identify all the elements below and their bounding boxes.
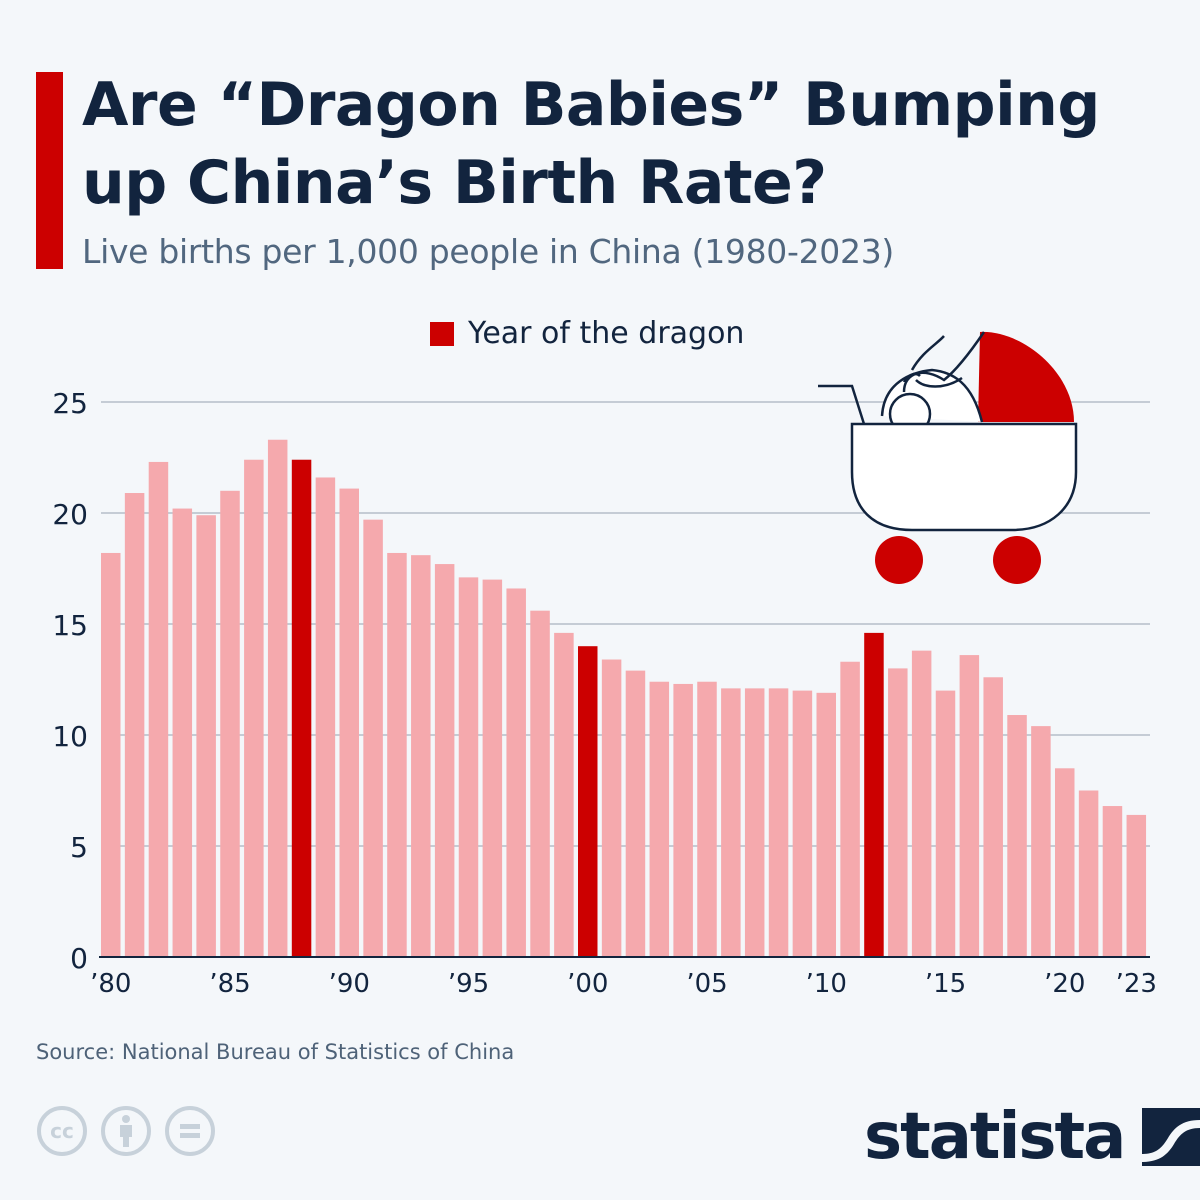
- legend: Year of the dragon: [430, 316, 744, 351]
- stroller-hood: [978, 331, 1074, 422]
- bar-dragon-year-1988: [291, 459, 312, 957]
- bar-2021: [1078, 790, 1099, 957]
- bar-2003: [649, 681, 670, 957]
- bar-2005: [697, 681, 717, 957]
- x-tick-label: ’95: [448, 969, 489, 999]
- x-tick-label: ’15: [925, 969, 966, 999]
- x-tick-label: ’90: [329, 969, 370, 999]
- bar-2009: [792, 690, 813, 957]
- y-tick-label: 10: [52, 720, 88, 753]
- attribution-icon[interactable]: [100, 1105, 152, 1157]
- y-tick-label: 5: [70, 831, 88, 864]
- bar-1993: [411, 555, 431, 957]
- bar-2006: [721, 688, 741, 957]
- svg-text:cc: cc: [50, 1119, 74, 1143]
- bar-1998: [530, 610, 550, 957]
- dragon-head: [902, 331, 986, 393]
- bar-1987: [267, 439, 288, 957]
- y-tick-label: 20: [52, 498, 88, 531]
- y-tick-label: 25: [52, 387, 88, 420]
- bar-2014: [911, 650, 932, 957]
- bar-2016: [959, 655, 980, 957]
- bar-2015: [935, 690, 956, 957]
- bar-2011: [840, 661, 860, 957]
- bar-1980: [101, 552, 121, 957]
- bar-dragon-year-2012: [864, 632, 884, 957]
- bar-2022: [1102, 806, 1123, 957]
- x-tick-label: ’00: [567, 969, 608, 999]
- bar-2002: [625, 670, 646, 957]
- stroller-handle: [818, 384, 866, 425]
- bar-2008: [768, 688, 789, 957]
- no-derivatives-icon[interactable]: [164, 1105, 216, 1157]
- bar-2007: [744, 688, 765, 957]
- license-icons: cc: [36, 1105, 216, 1157]
- bar-2018: [1007, 715, 1027, 957]
- bar-1995: [458, 577, 479, 957]
- legend-swatch-dragon-year: [430, 321, 454, 346]
- x-tick-label: ’80: [90, 969, 131, 999]
- x-tick-label: ’20: [1044, 969, 1085, 999]
- bar-2023: [1126, 814, 1147, 957]
- stroller-wheel-right: [993, 536, 1041, 584]
- title-accent-bar: [36, 72, 63, 269]
- chart-subtitle: Live births per 1,000 people in China (1…: [82, 232, 894, 271]
- bar-1981: [124, 493, 145, 957]
- bar-1994: [434, 564, 455, 957]
- source-note: Source: National Bureau of Statistics of…: [36, 1040, 515, 1064]
- bar-dragon-year-2000: [578, 646, 598, 957]
- bar-2019: [1031, 726, 1051, 957]
- bar-1999: [554, 632, 574, 957]
- bar-2010: [816, 692, 836, 957]
- bar-chart: 0 5 10 15 20 25 ’80 ’85 ’90 ’95 ’00 ’05 ’10 ’15 ’20 ’23: [52, 387, 1157, 999]
- bar-1992: [387, 552, 407, 957]
- x-tick-label: ’05: [686, 969, 727, 999]
- bar-1984: [196, 515, 216, 957]
- x-tick-label: ’85: [209, 969, 250, 999]
- stroller-wheel-left: [875, 536, 923, 584]
- bar-1989: [315, 477, 336, 957]
- y-tick-label: 0: [70, 942, 88, 975]
- bar-1986: [244, 459, 264, 957]
- bar-2017: [983, 677, 1003, 957]
- y-tick-label: 15: [52, 609, 88, 642]
- bar-1985: [220, 490, 240, 957]
- bar-2004: [673, 683, 693, 957]
- bar-1996: [482, 579, 503, 957]
- legend-label: Year of the dragon: [468, 316, 745, 351]
- bar-1983: [172, 508, 193, 957]
- x-tick-label: ’10: [806, 969, 847, 999]
- statista-logo-mark-icon: [1142, 1108, 1200, 1166]
- bar-2020: [1055, 768, 1075, 957]
- bar-1997: [506, 588, 526, 957]
- bar-1991: [363, 519, 383, 957]
- bar-1990: [339, 488, 359, 957]
- dragon-stroller-illustration: [818, 331, 1078, 584]
- statista-logo[interactable]: statista: [864, 1100, 1200, 1174]
- creative-commons-icon[interactable]: cc: [36, 1105, 88, 1157]
- chart-title: Are “Dragon Babies” Bumping up China’s B…: [82, 70, 1100, 218]
- bar-2013: [888, 668, 908, 957]
- statista-logo-text: statista: [864, 1100, 1126, 1174]
- bar-2001: [601, 659, 622, 957]
- bar-1982: [148, 461, 169, 957]
- x-tick-label: ’23: [1116, 969, 1157, 999]
- stroller-basket: [850, 422, 1078, 532]
